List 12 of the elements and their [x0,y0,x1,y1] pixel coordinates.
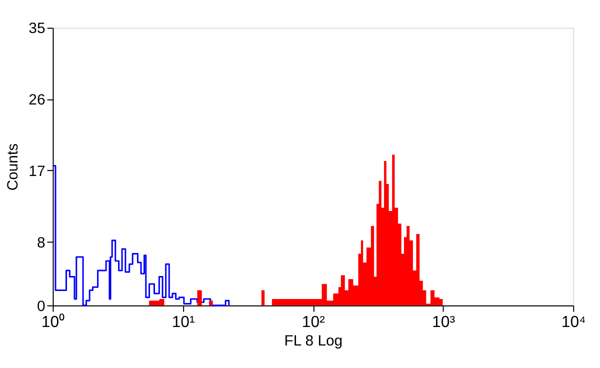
x-tick-label: 10¹ [172,314,195,331]
x-tick-label: 10⁴ [561,314,586,331]
y-tick-label: 0 [36,298,46,315]
y-tick-label: 35 [28,20,46,38]
x-tick-label: 10² [302,314,325,331]
y-axis-title: Counts [4,143,22,191]
x-tick-label: 10⁰ [41,312,66,331]
y-tick-label: 17 [28,162,46,180]
x-tick-label: 10³ [432,314,456,331]
y-tick-label: 26 [28,92,46,109]
y-tick-label: 8 [36,234,46,252]
x-axis-title: FL 8 Log [284,332,343,350]
